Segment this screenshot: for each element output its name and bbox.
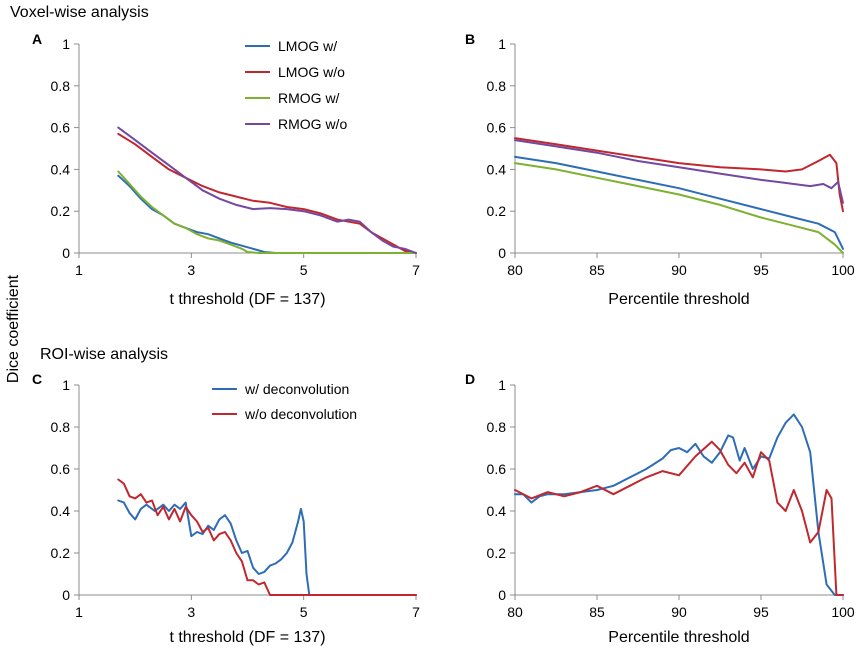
x-tick-label-d: 85 <box>589 604 605 620</box>
y-tick-label-a: 0.2 <box>51 203 71 219</box>
x-tick-label-d: 80 <box>507 604 523 620</box>
x-axis-title-c: t threshold (DF = 137) <box>169 629 325 646</box>
y-tick-label-a: 1 <box>62 36 70 52</box>
y-tick-label-a: 0.8 <box>51 78 71 94</box>
series-line-c-w-o-deconvolution <box>117 478 417 596</box>
x-tick-label-c: 5 <box>300 604 308 620</box>
y-tick-label-b: 0.4 <box>487 161 507 177</box>
x-tick-label-d: 95 <box>753 604 769 620</box>
x-tick-label-b: 80 <box>507 262 523 278</box>
x-axis-title-b: Percentile threshold <box>608 291 749 308</box>
x-tick-label-c: 1 <box>75 604 83 620</box>
x-tick-label-c: 7 <box>412 604 420 620</box>
series-line-d-w-o-deconvolution <box>514 440 844 596</box>
panel-letter-b: B <box>465 31 475 47</box>
y-tick-label-a: 0.6 <box>51 120 71 136</box>
legend-label-a: RMOG w/ <box>278 90 340 106</box>
legend-label-a: LMOG w/ <box>278 38 337 54</box>
y-tick-label-c: 0.6 <box>51 461 71 477</box>
x-tick-label-a: 1 <box>75 262 83 278</box>
series-line-a-rmog-w <box>117 170 417 254</box>
panels: A 0 0.2 0.4 0.6 0.8 1 1 3 5 7 t threshold (DF = 137… <box>32 31 855 646</box>
y-tick-label-d: 0.8 <box>487 419 507 435</box>
panel-c: C 0 0.2 0.4 0.6 0.8 1 1 3 5 7 t threshold (DF = 137… <box>32 371 420 646</box>
roi-section-title: ROI-wise analysis <box>40 346 168 363</box>
y-tick-label-d: 0.4 <box>487 503 507 519</box>
y-tick-label-b: 0 <box>498 245 506 261</box>
legend-c: w/ deconvolution w/o deconvolution <box>212 381 357 422</box>
panel-letter-c: C <box>32 371 42 387</box>
y-tick-label-a: 0.4 <box>51 161 71 177</box>
x-tick-label-b: 90 <box>671 262 687 278</box>
y-tick-label-c: 0.2 <box>51 545 71 561</box>
legend-label-c: w/ deconvolution <box>244 381 349 397</box>
series-line-b-rmog-w <box>514 162 844 254</box>
legend-label-a: LMOG w/o <box>278 64 345 80</box>
legend-a: LMOG w/LMOG w/o RMOG w/RMOG w/o <box>245 38 347 132</box>
shared-y-axis-label: Dice coefficient <box>5 274 22 383</box>
y-tick-label-b: 0.8 <box>487 78 507 94</box>
y-tick-label-d: 1 <box>498 377 506 393</box>
x-tick-label-c: 3 <box>187 604 195 620</box>
panel-a: A 0 0.2 0.4 0.6 0.8 1 1 3 5 7 t threshold (DF = 137… <box>32 31 420 308</box>
series-line-c-w-deconvolution <box>117 499 417 596</box>
panel-b: B 0 0.2 0.4 0.6 0.8 1 80 85 90 95 100 Percentile thr… <box>465 31 855 308</box>
series-line-b-rmog-w-o <box>514 139 844 204</box>
panel-d: D 0 0.2 0.4 0.6 0.8 1 80 85 90 95 100 Percentile thr… <box>465 371 855 646</box>
y-tick-label-d: 0.2 <box>487 545 507 561</box>
x-tick-label-a: 3 <box>187 262 195 278</box>
y-tick-label-c: 0 <box>62 587 70 603</box>
x-tick-label-a: 5 <box>300 262 308 278</box>
series-line-a-lmog-w-o <box>117 132 417 254</box>
x-tick-label-b: 85 <box>589 262 605 278</box>
series-line-b-lmog-w-o <box>514 137 844 213</box>
series-line-b-lmog-w <box>514 155 844 250</box>
x-tick-label-d: 100 <box>831 604 855 620</box>
x-axis-title-d: Percentile threshold <box>608 629 749 646</box>
y-tick-label-d: 0 <box>498 587 506 603</box>
legend-label-c: w/o deconvolution <box>244 406 357 422</box>
y-tick-label-d: 0.6 <box>487 461 507 477</box>
x-tick-label-d: 90 <box>671 604 687 620</box>
panel-letter-a: A <box>32 31 42 47</box>
y-tick-label-c: 1 <box>62 377 70 393</box>
y-tick-label-c: 0.4 <box>51 503 71 519</box>
x-tick-label-b: 100 <box>831 262 855 278</box>
y-tick-label-b: 0.2 <box>487 203 507 219</box>
x-tick-label-a: 7 <box>412 262 420 278</box>
y-tick-label-b: 1 <box>498 36 506 52</box>
y-tick-label-c: 0.8 <box>51 419 71 435</box>
y-tick-label-a: 0 <box>62 245 70 261</box>
voxel-section-title: Voxel-wise analysis <box>10 4 149 21</box>
series-line-d-w-deconvolution <box>514 413 844 596</box>
x-tick-label-b: 95 <box>753 262 769 278</box>
series-line-a-rmog-w-o <box>117 126 417 254</box>
panel-letter-d: D <box>465 371 475 387</box>
y-tick-label-b: 0.6 <box>487 120 507 136</box>
legend-label-a: RMOG w/o <box>278 116 347 132</box>
x-axis-title-a: t threshold (DF = 137) <box>169 291 325 308</box>
